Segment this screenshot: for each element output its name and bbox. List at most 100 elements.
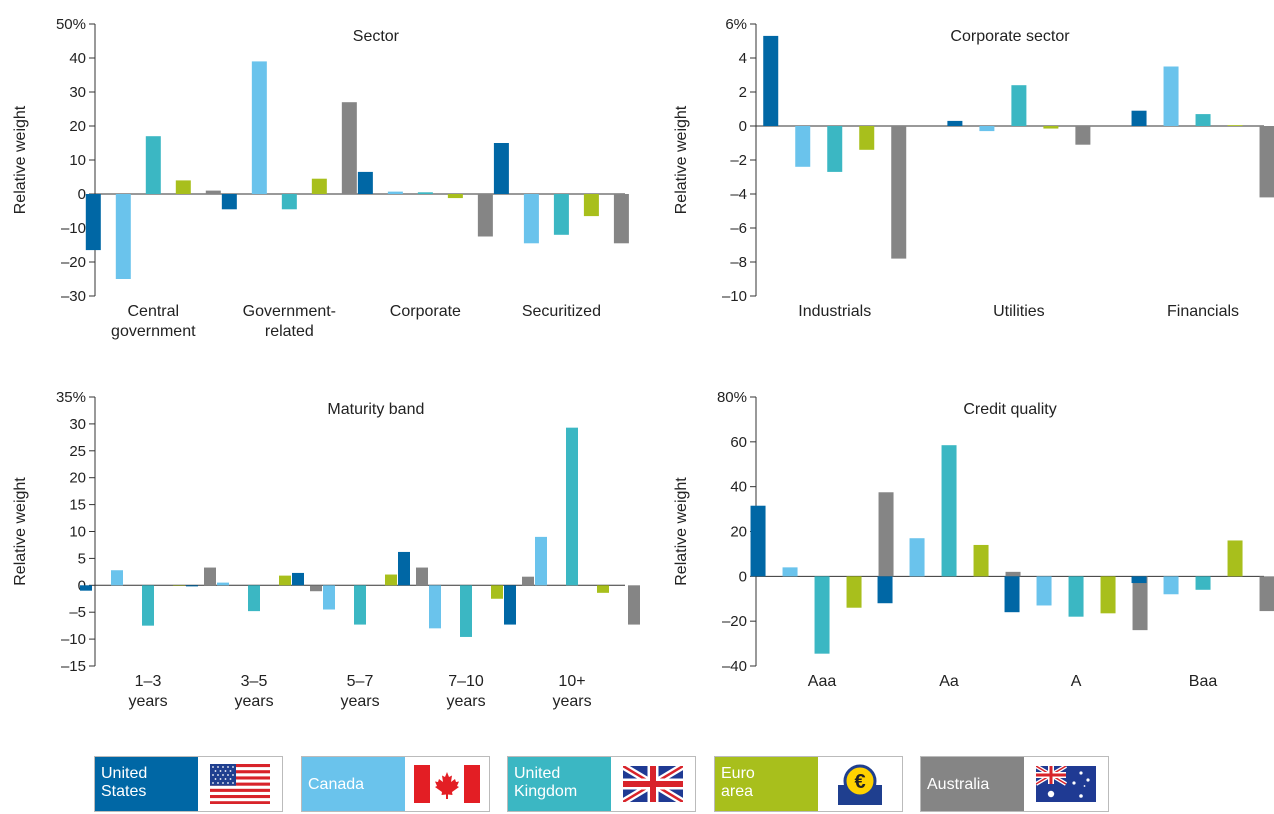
panel-3-bar-euro-area-10-years <box>597 585 609 593</box>
panel-3-bar-united-kingdom-5-7-years <box>354 585 366 624</box>
legend-label-line: Euro <box>721 765 812 783</box>
panel-2-bar-united-states-financials <box>1132 111 1147 126</box>
panel-1-bar-canada-government-related <box>252 61 267 194</box>
legend-swatch-canada: Canada <box>302 757 405 811</box>
panel-1-bar-united-kingdom-government-related <box>282 194 297 209</box>
panel-3-bar-euro-area-5-7-years <box>385 575 397 586</box>
panel-2-x-tick-label: Utilities <box>993 303 1045 320</box>
panel-4-bar-united-states-aaa <box>751 506 766 577</box>
panel-3-bar-united-kingdom-3-5-years <box>248 585 260 611</box>
panel-1-bar-united-kingdom-securitized <box>554 194 569 235</box>
panel-3-bar-united-kingdom-1-3-years <box>142 585 154 625</box>
legend-label-line: States <box>101 783 192 801</box>
panel-3-y-tick-label: 15 <box>69 497 86 514</box>
panel-3-x-tick-label: 5–7 <box>347 673 374 690</box>
panel-3-x-tick-label: years <box>128 693 167 710</box>
panel-4-y-tick-label: –20 <box>722 613 747 630</box>
panel-1-y-tick-label: 20 <box>69 118 86 135</box>
panel-3-bar-united-states-7-10-years <box>398 552 410 585</box>
panel-3-x-tick-label: years <box>552 693 591 710</box>
panel-3-bar-euro-area-7-10-years <box>491 585 503 598</box>
legend-item-australia: Australia <box>920 756 1109 812</box>
panel-4-title: Credit quality <box>963 401 1056 418</box>
panel-2-bar-australia-utilities <box>1075 126 1090 145</box>
panel-2-y-tick-label: –2 <box>730 152 747 169</box>
panel-4-y-tick-label: 60 <box>730 434 747 451</box>
panel-1-bar-euro-area-government-related <box>312 179 327 194</box>
panel-3-y-axis-label: Relative weight <box>12 477 29 586</box>
panel-3-bar-euro-area-1-3-years <box>173 585 185 586</box>
panel-3-bar-united-states-5-7-years <box>292 573 304 585</box>
panel-4-bar-canada-baa <box>1164 576 1179 594</box>
panel-1-y-tick-label: –20 <box>61 254 86 271</box>
panel-3-bar-united-kingdom-10-years <box>566 428 578 586</box>
panel-2-bar-australia-industrials <box>891 126 906 259</box>
panel-2-bar-canada-utilities <box>979 126 994 131</box>
panel-1-bar-australia-government-related <box>342 102 357 194</box>
panel-3-y-tick-label: 5 <box>78 550 86 567</box>
panel-4-bar-united-states-aa <box>878 576 893 603</box>
panel-4-x-tick-label: Aa <box>939 673 959 690</box>
panel-2-y-axis-label: Relative weight <box>673 105 690 214</box>
panel-2-title: Corporate sector <box>950 28 1070 45</box>
panel-3-bar-canada-5-7-years <box>323 585 335 609</box>
us-flag-icon <box>198 757 282 811</box>
panel-3-bar-canada-7-10-years <box>429 585 441 628</box>
legend-label-line: Canada <box>308 776 399 794</box>
panel-4-bar-euro-area-a <box>1101 576 1116 613</box>
panel-2-bar-united-kingdom-industrials <box>827 126 842 172</box>
panel-2-x-tick-label: Industrials <box>798 303 871 320</box>
panel-2-x-tick-label: Financials <box>1167 303 1239 320</box>
panel-4-y-axis-label: Relative weight <box>673 477 690 586</box>
panel-4-bar-canada-aa <box>910 538 925 576</box>
panel-3-y-tick-label: 10 <box>69 524 86 541</box>
panel-4-bar-canada-aaa <box>783 567 798 576</box>
panel-4-y-tick-label: 80% <box>717 389 747 406</box>
panel-1-x-tick-label: government <box>111 323 196 340</box>
svg-text:€: € <box>854 771 865 793</box>
euro-flag-icon: € <box>818 757 902 811</box>
panel-1-y-tick-label: 10 <box>69 152 86 169</box>
panel-2-y-tick-label: 4 <box>739 50 747 67</box>
panel-3-y-tick-label: –10 <box>61 631 86 648</box>
panel-4-bar-australia-baa <box>1260 576 1274 611</box>
panel-2-bar-euro-area-financials <box>1228 125 1243 126</box>
panel-1-x-tick-label: related <box>265 323 314 340</box>
panel-4-bar-australia-aaa <box>879 492 894 576</box>
legend-item-united-states: United States <box>94 756 283 812</box>
panel-1-bar-australia-securitized <box>614 194 629 243</box>
panel-3-y-tick-label: –15 <box>61 658 86 675</box>
uk-flag-icon <box>611 757 695 811</box>
legend: United States <box>94 756 1114 814</box>
australia-flag-icon <box>1024 757 1108 811</box>
legend-label-line: United <box>514 765 605 783</box>
panel-3-x-tick-label: 1–3 <box>135 673 162 690</box>
panel-1-bar-australia-corporate <box>478 194 493 237</box>
panel-3-bar-united-kingdom-7-10-years <box>460 585 472 637</box>
panel-1-x-tick-label: Corporate <box>390 303 461 320</box>
legend-label-line: United <box>101 765 192 783</box>
panel-3-x-tick-label: 10+ <box>558 673 585 690</box>
panel-3-y-tick-label: 30 <box>69 416 86 433</box>
legend-swatch-euro-area: Euro area <box>715 757 818 811</box>
panel-1-bar-united-states-government-related <box>222 194 237 209</box>
legend-label-line: Australia <box>927 776 1018 794</box>
panel-2-y-tick-label: –6 <box>730 220 747 237</box>
panel-3-bar-australia-7-10-years <box>522 577 534 586</box>
panel-4-bar-united-states-a <box>1005 576 1020 612</box>
panel-1-bar-euro-area-securitized <box>584 194 599 216</box>
panel-1-y-tick-label: 0 <box>78 186 86 203</box>
panel-3-bar-australia-1-3-years <box>204 568 216 586</box>
panel-3-bar-australia-5-7-years <box>416 568 428 586</box>
panel-1-x-tick-label: Government- <box>243 303 336 320</box>
legend-item-euro-area: Euro area € <box>714 756 903 812</box>
panel-3-y-tick-label: 25 <box>69 443 86 460</box>
panel-1-title: Sector <box>353 28 400 45</box>
panel-4-y-tick-label: –40 <box>722 658 747 675</box>
panel-3-x-tick-label: years <box>340 693 379 710</box>
panel-1-bar-united-kingdom-central-government <box>146 136 161 194</box>
panel-4-bar-euro-area-aaa <box>847 576 862 607</box>
panel-1-bar-united-states-corporate <box>358 172 373 194</box>
panel-2-bar-united-kingdom-financials <box>1196 114 1211 126</box>
